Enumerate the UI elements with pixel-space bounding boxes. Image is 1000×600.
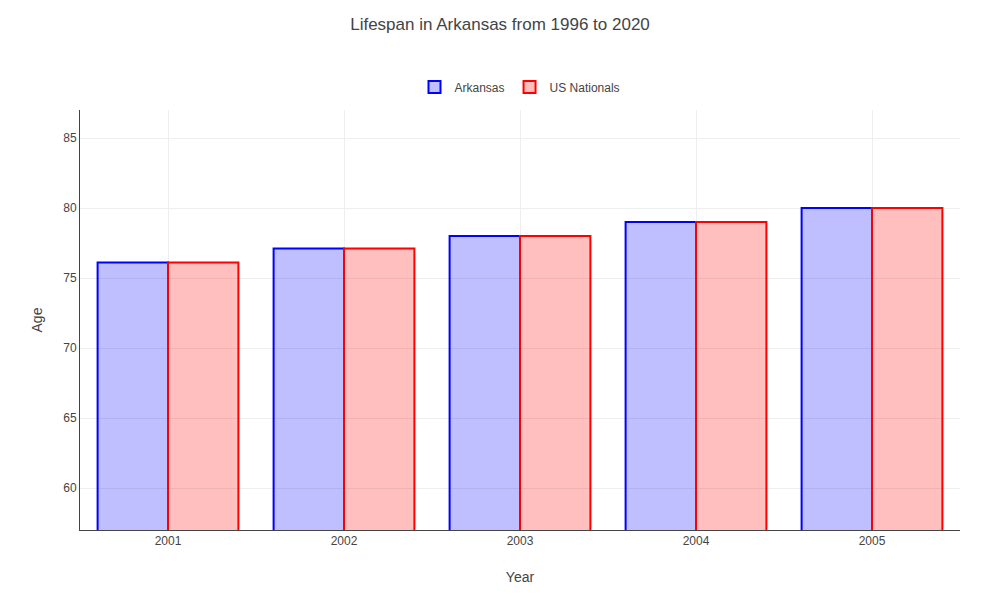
svg-text:2001: 2001 xyxy=(155,534,182,548)
svg-text:60: 60 xyxy=(63,481,77,495)
svg-text:75: 75 xyxy=(63,271,77,285)
svg-text:2003: 2003 xyxy=(507,534,534,548)
svg-text:70: 70 xyxy=(63,341,77,355)
svg-text:2004: 2004 xyxy=(683,534,710,548)
svg-text:Lifespan in Arkansas from 1996: Lifespan in Arkansas from 1996 to 2020 xyxy=(350,15,650,34)
svg-text:Arkansas: Arkansas xyxy=(455,81,505,95)
svg-text:80: 80 xyxy=(63,201,77,215)
svg-text:Age: Age xyxy=(29,307,45,332)
svg-text:85: 85 xyxy=(63,131,77,145)
svg-text:Year: Year xyxy=(506,569,535,585)
svg-text:2002: 2002 xyxy=(331,534,358,548)
svg-text:2005: 2005 xyxy=(859,534,886,548)
svg-text:65: 65 xyxy=(63,411,77,425)
svg-text:US Nationals: US Nationals xyxy=(550,81,620,95)
